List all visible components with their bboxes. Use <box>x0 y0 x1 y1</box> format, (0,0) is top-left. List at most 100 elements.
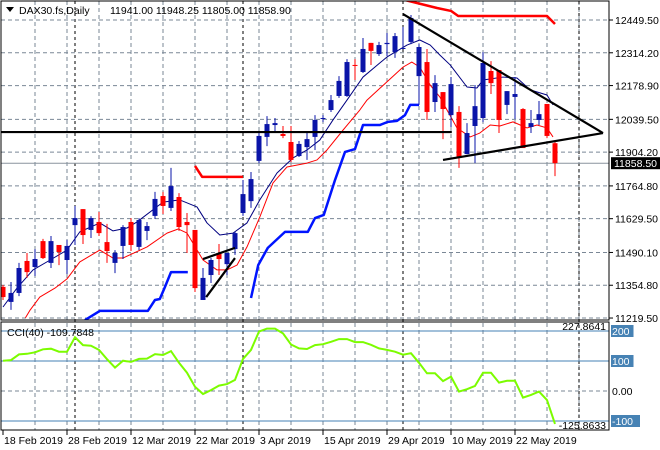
candle-body <box>536 114 542 120</box>
candle <box>504 91 510 115</box>
upper-band-line <box>193 165 243 179</box>
candle <box>392 32 398 58</box>
candle <box>344 59 350 97</box>
cci-plot-area[interactable] <box>1 327 609 425</box>
candle <box>448 77 454 127</box>
candle <box>208 258 214 284</box>
cci-level-label: -100 <box>612 416 633 428</box>
date-tick-label: 18 Feb 2019 <box>4 435 63 447</box>
price-tick-label: 12178.90 <box>615 81 659 93</box>
candle-body <box>176 197 182 228</box>
candle-body <box>320 118 326 120</box>
price-tick-label: 11629.50 <box>615 214 658 226</box>
candle-body <box>424 62 430 112</box>
candle-body <box>136 220 142 247</box>
candle <box>112 250 118 274</box>
candle <box>184 212 190 253</box>
candle <box>232 231 238 255</box>
candle <box>24 252 30 278</box>
ohlc-readout: 11941.00 11948.25 11805.00 11858.90 <box>110 5 291 17</box>
candle <box>56 244 62 266</box>
candle <box>360 38 366 73</box>
current-price-badge <box>611 157 660 170</box>
candle <box>104 223 110 263</box>
candle-body <box>80 209 86 236</box>
candle-body <box>384 42 390 45</box>
candle <box>168 167 174 212</box>
candle <box>32 249 38 276</box>
candle <box>248 172 254 208</box>
upper-band-line <box>404 1 556 25</box>
candle <box>464 123 470 155</box>
candle <box>240 180 246 216</box>
candle-body <box>448 84 454 116</box>
candle-body <box>488 71 494 84</box>
triangle-down-icon[interactable] <box>6 7 14 12</box>
chart-symbol-title: DAX30.fs,Daily <box>19 5 90 17</box>
candle-body <box>296 143 302 157</box>
candle <box>272 118 278 133</box>
candle-body <box>104 242 110 252</box>
date-tick-label: 29 Apr 2019 <box>388 435 445 447</box>
price-tick-label: 11354.80 <box>615 280 658 292</box>
candle <box>472 85 478 164</box>
candle-body <box>152 198 158 216</box>
candle-body <box>552 143 558 164</box>
candle <box>8 282 14 310</box>
cci-level-label: 200 <box>612 326 630 338</box>
candle <box>456 106 462 168</box>
candle <box>120 225 126 260</box>
candle-body <box>56 244 62 253</box>
candle <box>16 262 22 297</box>
candle <box>152 191 158 220</box>
price-tick-label: 11904.20 <box>615 147 658 159</box>
candle <box>192 229 198 292</box>
price-tick-label: 11490.10 <box>615 247 658 259</box>
candle-body <box>400 47 406 49</box>
candle-body <box>120 227 126 246</box>
candle <box>64 239 70 275</box>
candle-body <box>528 123 534 127</box>
candle-body <box>376 45 382 55</box>
candle-body <box>224 252 230 265</box>
candle <box>144 221 150 241</box>
axes: 12449.50 12314.20 12178.90 12039.50 11904.20… <box>2 15 660 447</box>
candle <box>536 101 542 126</box>
date-tick-label: 10 May 2019 <box>452 435 513 447</box>
candle-body <box>216 252 222 260</box>
candle <box>136 218 142 251</box>
candle-body <box>520 109 526 149</box>
candle-body <box>32 259 38 268</box>
candle <box>328 94 334 112</box>
candle <box>256 132 262 164</box>
candle <box>552 141 558 177</box>
trendline <box>205 257 236 298</box>
candle-body <box>336 80 342 96</box>
trendline <box>402 13 604 134</box>
candle <box>432 75 438 112</box>
slow-moving-average-line <box>24 61 554 319</box>
date-tick-label: 22 Mar 2019 <box>196 435 255 447</box>
candle-body <box>96 221 102 234</box>
candle-body <box>416 47 422 77</box>
candle <box>496 70 502 134</box>
candle <box>88 216 94 238</box>
date-tick-label: 15 Apr 2019 <box>324 435 381 447</box>
candle-body <box>472 106 478 127</box>
candle-body <box>480 63 486 119</box>
candle <box>128 218 134 252</box>
current-price-label: 11858.50 <box>614 158 657 170</box>
candle-body <box>72 218 78 226</box>
date-tick-label: 28 Feb 2019 <box>68 435 127 447</box>
candle-body <box>192 229 198 289</box>
candle <box>520 108 526 149</box>
lower-band-line <box>84 270 188 320</box>
candle-body <box>392 36 398 53</box>
candle <box>416 44 422 105</box>
candle <box>352 59 358 80</box>
candle <box>368 42 374 65</box>
candle-body <box>200 277 206 300</box>
main-plot-area[interactable] <box>0 0 609 320</box>
candle <box>296 141 302 158</box>
